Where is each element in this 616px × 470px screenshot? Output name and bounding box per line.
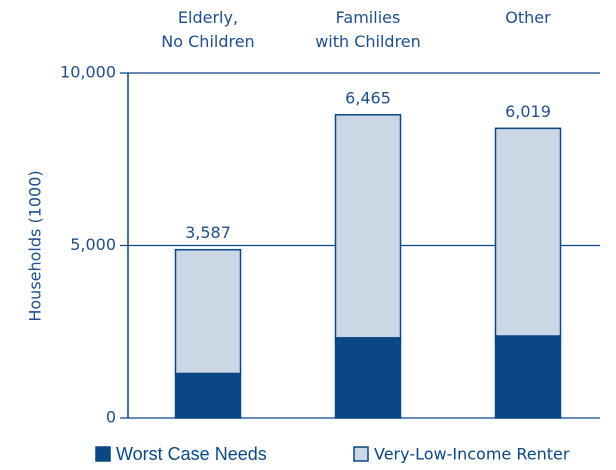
legend-swatch [353, 446, 369, 462]
y-tick-label: 10,000 [60, 63, 116, 82]
y-axis-label: Households (1000) [26, 170, 45, 321]
bar-segment [334, 337, 402, 419]
value-label: 6,465 [345, 88, 391, 107]
bar-segment [494, 335, 562, 419]
legend-label: Worst Case Needs [116, 444, 267, 464]
y-tick-label: 5,000 [70, 235, 116, 254]
bar-segment [334, 114, 402, 339]
y-tick-label: 0 [106, 408, 116, 427]
value-label: 6,019 [505, 102, 551, 121]
legend-label: Very-Low-Income Renter [374, 445, 570, 464]
category-label: Families with Children [315, 8, 421, 51]
category-label: Other [505, 8, 551, 27]
bar-segment [494, 127, 562, 337]
bar-segment [174, 248, 242, 375]
value-label: 3,587 [185, 223, 231, 242]
category-label: Elderly, No Children [161, 8, 255, 51]
legend-swatch [95, 446, 111, 462]
bar-segment [174, 372, 242, 419]
